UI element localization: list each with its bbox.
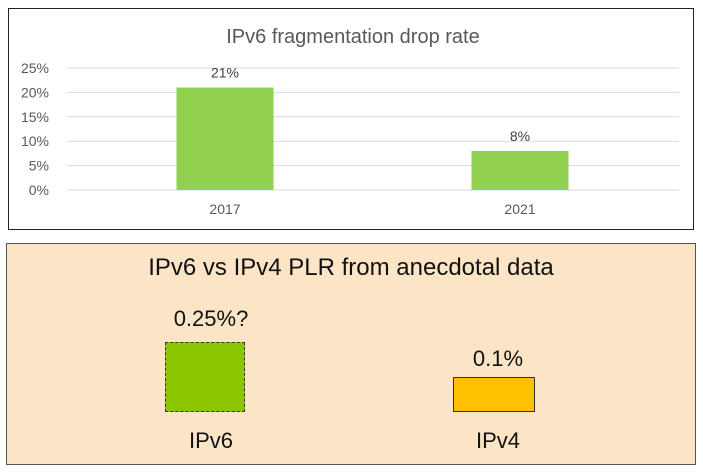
y-tick-label: 20% (21, 84, 49, 100)
plr-label-ipv6: IPv6 (188, 428, 234, 453)
chart-title: IPv6 fragmentation drop rate (226, 26, 479, 48)
data-label: 21% (211, 65, 239, 81)
drop-rate-chart-panel: IPv6 fragmentation drop rate 0% 5% 10% 15% 20… (8, 8, 694, 230)
drop-rate-chart: IPv6 fragmentation drop rate 0% 5% 10% 15% 20… (21, 26, 679, 217)
plr-title: IPv6 vs IPv4 PLR from anecdotal data (148, 254, 554, 281)
x-tick-label: 2017 (209, 201, 240, 217)
bar-2017 (176, 87, 274, 190)
bar-2021 (471, 150, 569, 190)
plr-label-ipv4: IPv4 (475, 428, 521, 453)
plr-box-ipv6 (165, 342, 245, 412)
plr-box-ipv4 (453, 377, 535, 412)
y-tick-label: 25% (21, 60, 49, 76)
plr-value-ipv4: 0.1% (472, 346, 524, 371)
y-tick-label: 15% (21, 109, 49, 125)
y-tick-label: 5% (29, 158, 49, 174)
x-tick-label: 2021 (504, 201, 535, 217)
plr-value-ipv6: 0.25%? (173, 306, 249, 331)
y-tick-label: 0% (29, 182, 49, 198)
y-tick-label: 10% (21, 133, 49, 149)
plr-comparison-panel: IPv6 vs IPv4 PLR from anecdotal data 0.2… (6, 243, 696, 465)
data-label: 8% (510, 128, 530, 144)
